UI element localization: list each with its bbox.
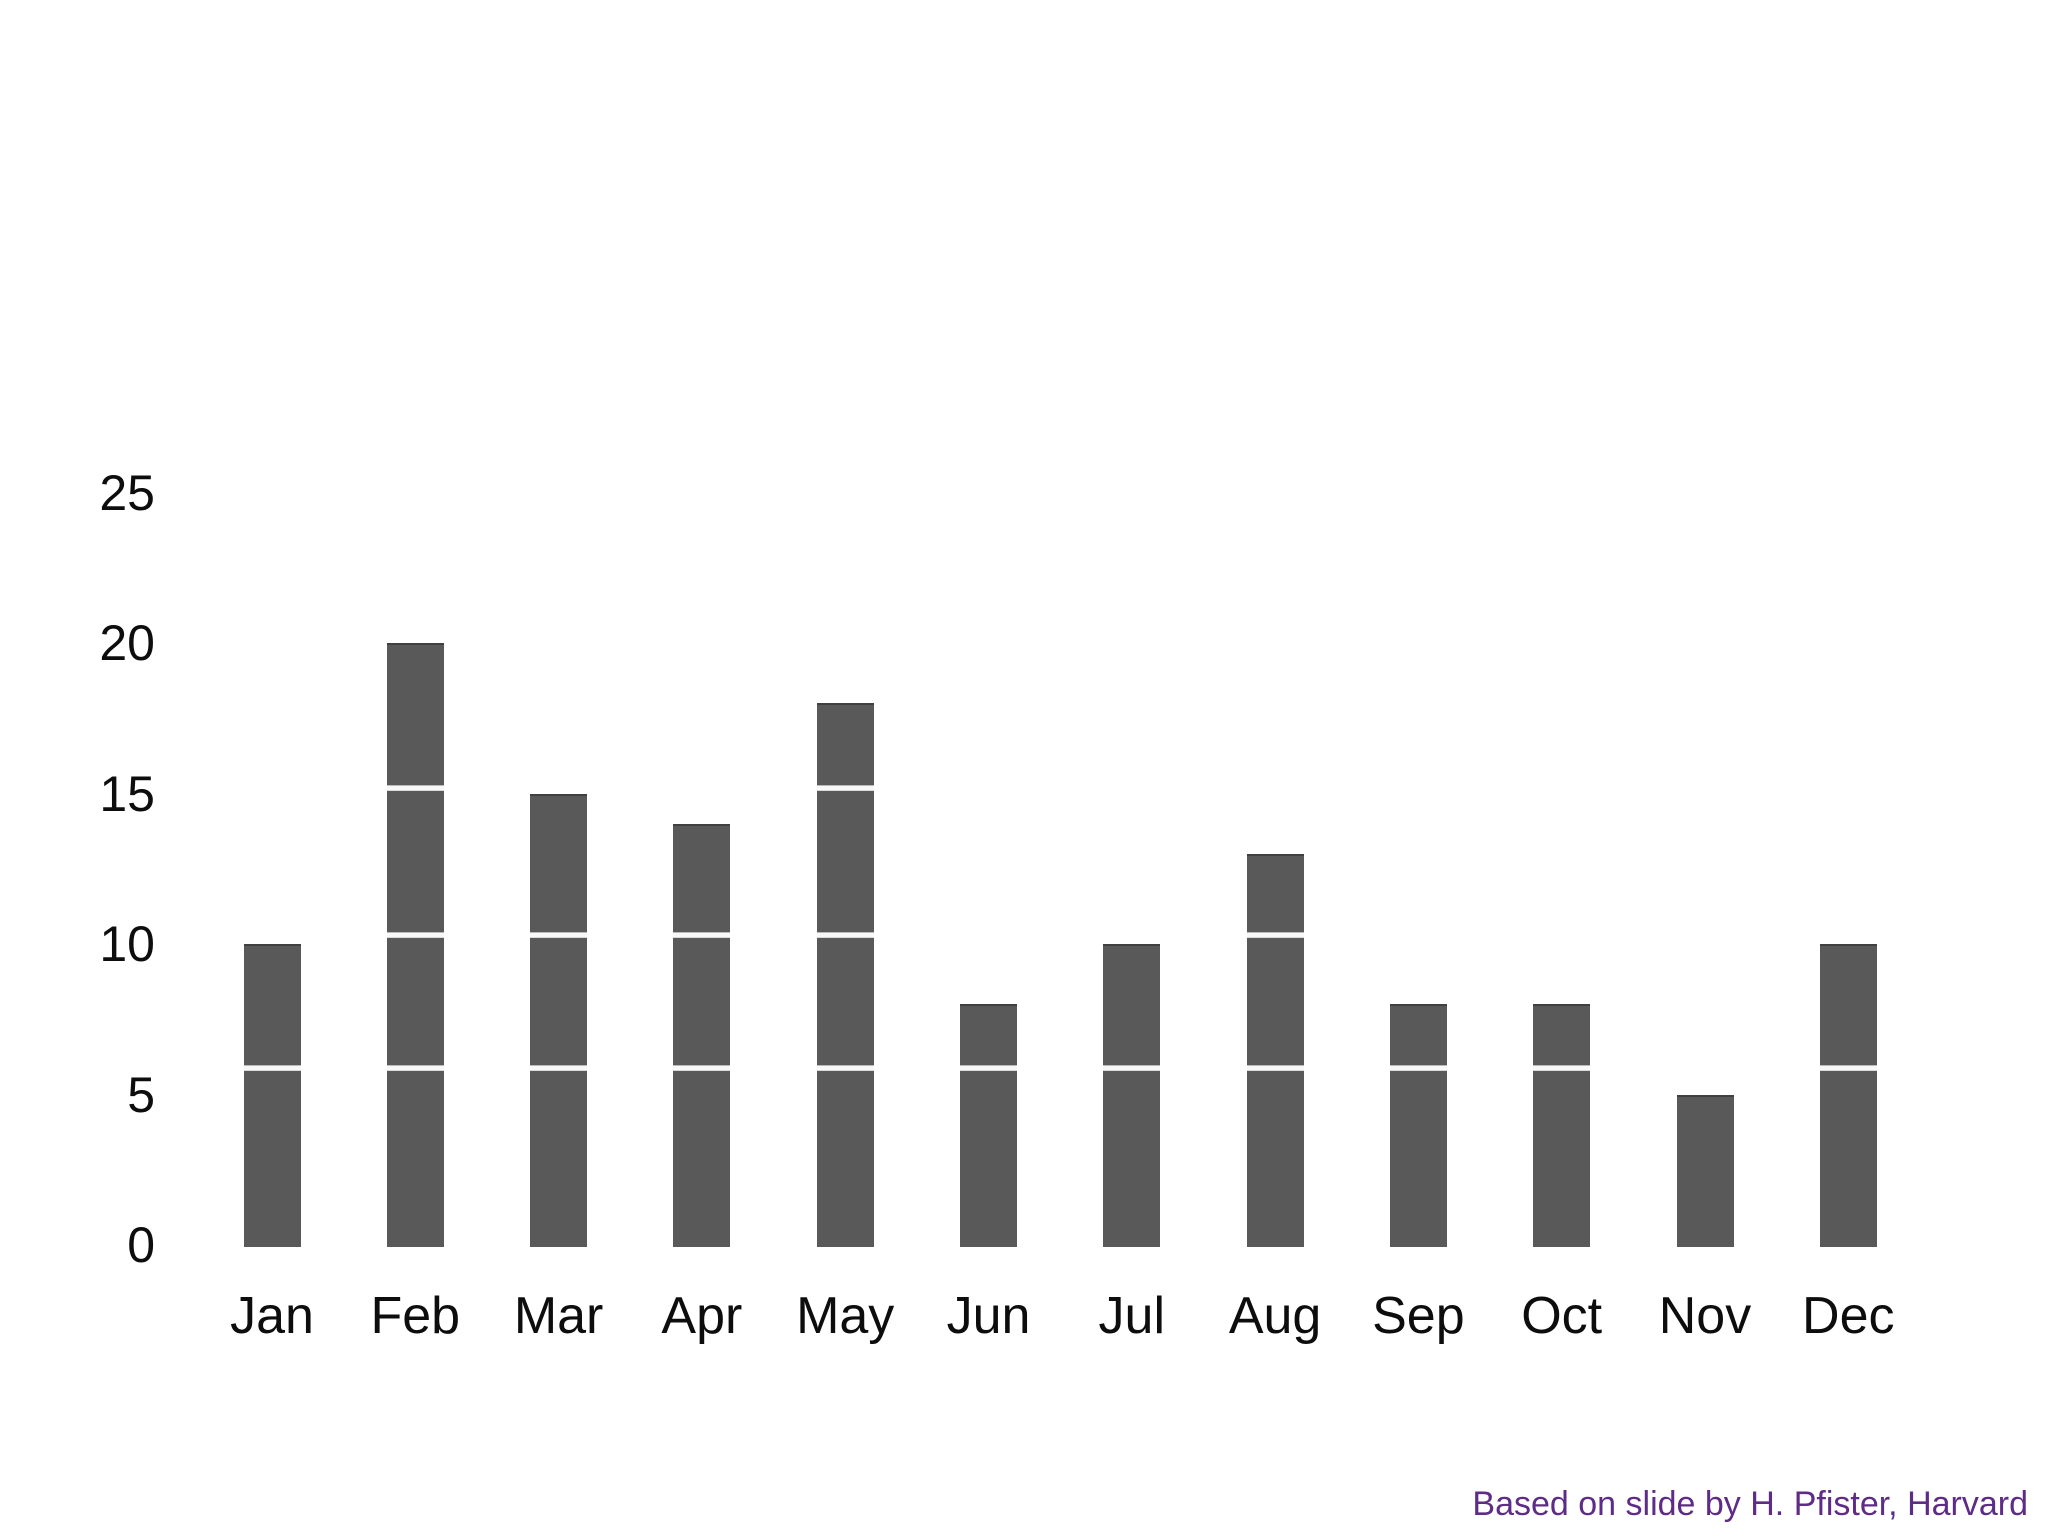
y-tick-label-5: 5 [127, 1066, 155, 1123]
x-tick-label-feb: Feb [370, 1287, 461, 1345]
x-tick-label-jun: Jun [946, 1287, 1031, 1345]
bar-segment-divider [1389, 1064, 1447, 1071]
bar-jul [1103, 944, 1161, 1247]
bar-segment-divider [1246, 1064, 1304, 1071]
bar-segment-divider [816, 1064, 874, 1071]
x-tick-label-oct: Oct [1521, 1287, 1603, 1345]
y-tick-label-25: 25 [99, 464, 155, 521]
bar-segment-divider [386, 1064, 444, 1071]
bar-nov [1676, 1094, 1734, 1247]
bar-segment-divider [530, 932, 588, 939]
x-tick-label-sep: Sep [1372, 1287, 1465, 1345]
bar-segment-divider [1533, 1064, 1591, 1071]
bar-sep [1389, 1004, 1447, 1247]
y-tick-label-15: 15 [99, 765, 155, 822]
bar-segment-divider [673, 932, 731, 939]
bar-mar [530, 793, 588, 1247]
y-tick-label-10: 10 [99, 916, 155, 972]
y-tick-label-20: 20 [99, 615, 155, 671]
bar-aug [1246, 853, 1304, 1247]
bar-oct [1533, 1004, 1591, 1247]
bar-segment-divider [1819, 1064, 1877, 1071]
x-tick-label-apr: Apr [661, 1287, 743, 1345]
x-tick-label-dec: Dec [1802, 1287, 1895, 1345]
x-tick-label-may: May [796, 1287, 895, 1345]
bar-jun [960, 1004, 1017, 1247]
bar-segment-divider [816, 932, 874, 939]
bar-segment-divider [960, 1064, 1017, 1071]
x-tick-label-aug: Aug [1228, 1287, 1322, 1345]
x-tick-label-mar: Mar [513, 1287, 604, 1345]
bar-segment-divider [243, 1064, 301, 1071]
x-tick-label-nov: Nov [1658, 1287, 1752, 1345]
bar-segment-divider [1246, 932, 1304, 939]
bar-apr [673, 823, 731, 1247]
y-tick-label-0: 0 [127, 1217, 155, 1273]
bar-segment-divider [816, 784, 874, 791]
bar-may [816, 703, 874, 1247]
attribution-text: Based on slide by H. Pfister, Harvard [1472, 1485, 2028, 1523]
x-tick-label-jul: Jul [1098, 1287, 1166, 1345]
x-tick-label-jan: Jan [230, 1287, 314, 1345]
bar-segment-divider [1103, 1064, 1161, 1071]
bar-jan [243, 944, 301, 1247]
bar-segment-divider [386, 932, 444, 939]
bar-segment-divider [673, 1064, 731, 1071]
bar-segment-divider [530, 1064, 588, 1071]
bar-segment-divider [386, 784, 444, 791]
bar-feb [386, 643, 444, 1247]
bar-dec [1819, 944, 1877, 1247]
